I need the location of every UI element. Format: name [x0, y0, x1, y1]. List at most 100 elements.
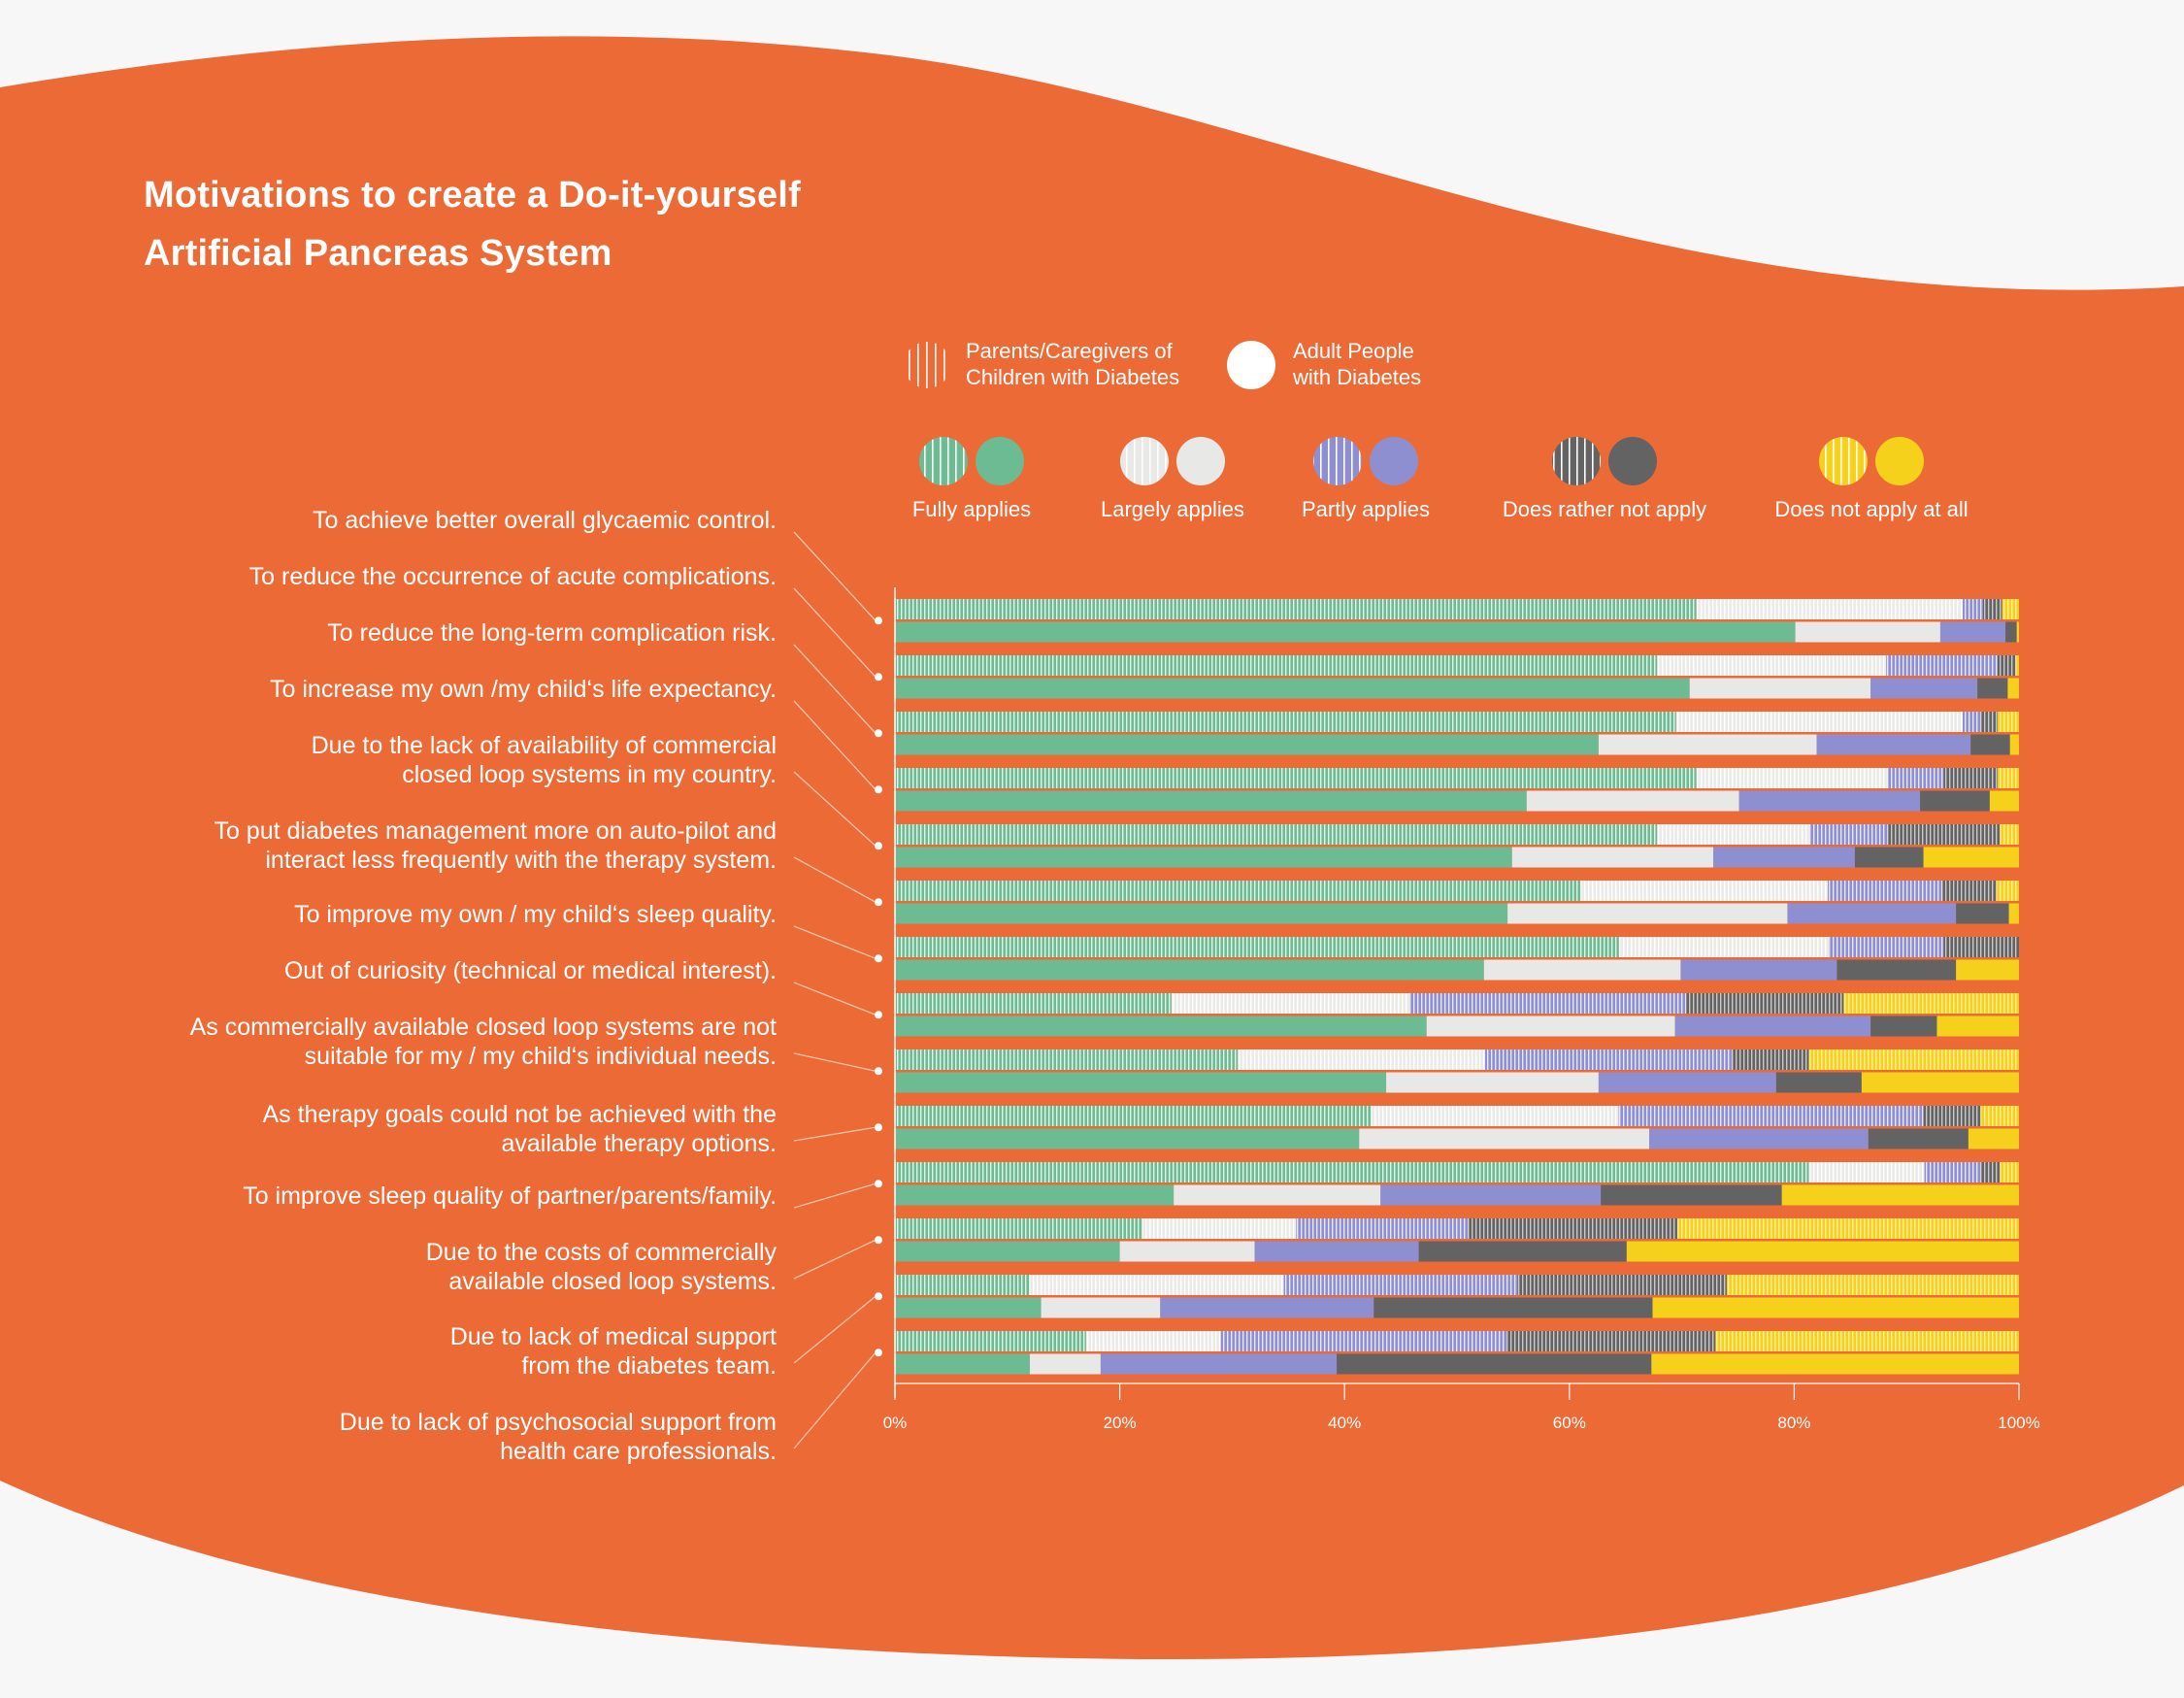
category-label-line: To put diabetes management more on auto-… — [214, 817, 777, 845]
legend-swatch-parents-largely-applies — [1120, 437, 1169, 485]
category-label: As commercially available closed loop sy… — [190, 1013, 777, 1071]
bar-segment-parents-does-rather-not-apply — [1980, 712, 1998, 732]
bar-segment-adults-fully-applies — [895, 734, 1599, 755]
bar-segment-parents-does-not-apply-at-all — [1998, 712, 2019, 732]
category-label: Out of curiosity (technical or medical i… — [284, 956, 777, 985]
legend-swatch-adults-fully-applies — [976, 437, 1024, 485]
bar-segment-adults-fully-applies — [895, 1297, 1042, 1318]
leader-dot — [875, 954, 882, 963]
legend-adults-swatch — [1227, 341, 1275, 389]
bar-segment-adults-fully-applies — [895, 790, 1527, 812]
legend-swatch-adults-does-rather-not-apply — [1608, 437, 1657, 485]
bar-segment-adults-does-not-apply-at-all — [1626, 1241, 2019, 1262]
bar-segment-adults-does-not-apply-at-all — [1923, 847, 2019, 868]
bar-segment-parents-does-not-apply-at-all — [2000, 1162, 2019, 1182]
category-label: Due to the costs of commercially availabl… — [426, 1238, 777, 1296]
bar-segment-parents-fully-applies — [895, 1162, 1809, 1182]
bar-segment-adults-does-not-apply-at-all — [2016, 621, 2019, 643]
bar-segment-adults-largely-applies — [1359, 1128, 1650, 1149]
category-label: To achieve better overall glycaemic cont… — [313, 506, 777, 535]
bar-segment-adults-partly-applies — [1713, 847, 1855, 868]
legend-swatch-parents-does-not-apply-at-all — [1819, 437, 1868, 485]
bar-segment-adults-does-rather-not-apply — [1373, 1297, 1653, 1318]
bar-segment-parents-does-rather-not-apply — [1686, 993, 1844, 1014]
bar-segment-parents-does-not-apply-at-all — [1996, 881, 2019, 901]
bar-segment-parents-does-rather-not-apply — [1942, 881, 1997, 901]
bar-segment-parents-does-rather-not-apply — [1468, 1218, 1677, 1239]
legend-adults-line-2: with Diabetes — [1293, 365, 1422, 389]
x-tick-label: 80% — [1777, 1414, 1811, 1432]
bar-segment-adults-partly-applies — [1816, 734, 1971, 755]
bar-segment-parents-largely-applies — [1085, 1331, 1221, 1351]
leader-line — [793, 771, 877, 847]
bar-segment-parents-fully-applies — [895, 881, 1581, 901]
category-label-line: health care professionals. — [500, 1438, 777, 1465]
bar-segment-parents-largely-applies — [1618, 937, 1830, 957]
category-label-line: Due to the costs of commercially — [425, 1239, 777, 1266]
category-label: As therapy goals could not be achieved w… — [262, 1100, 777, 1158]
bar-segment-adults-does-rather-not-apply — [1775, 1072, 1862, 1093]
bar-segment-adults-partly-applies — [1649, 1128, 1869, 1149]
bar-segment-parents-partly-applies — [1484, 1049, 1733, 1070]
bar-segment-adults-does-rather-not-apply — [1868, 1128, 1969, 1149]
bar-segment-adults-fully-applies — [895, 959, 1484, 981]
x-tick-label: 60% — [1552, 1414, 1586, 1432]
leader-dot — [875, 842, 882, 850]
leader-line — [793, 925, 877, 959]
bar-segment-parents-fully-applies — [895, 824, 1658, 845]
bar-segment-parents-does-not-apply-at-all — [1808, 1049, 2019, 1070]
bar-segment-adults-fully-applies — [895, 678, 1690, 699]
leader-line — [793, 531, 877, 621]
category-label-line: To reduce the long-term complication ris… — [327, 619, 777, 647]
bar-segment-parents-partly-applies — [1828, 881, 1943, 901]
category-label-line: To achieve better overall glycaemic cont… — [312, 507, 777, 534]
legend-parents-swatch — [904, 342, 950, 388]
leader-line — [793, 587, 877, 678]
bar-segment-parents-partly-applies — [1283, 1275, 1518, 1295]
bar-segment-adults-partly-applies — [1870, 678, 1978, 699]
bar-segment-adults-does-rather-not-apply — [1920, 790, 1990, 812]
legend-parents-line-1: Parents/Caregivers of — [966, 339, 1173, 363]
bar-segment-parents-does-not-apply-at-all — [1715, 1331, 2019, 1351]
bar-segment-adults-partly-applies — [1254, 1241, 1419, 1262]
bar-segment-parents-partly-applies — [1809, 824, 1888, 845]
legend-swatch-parents-partly-applies — [1313, 437, 1362, 485]
x-axis — [894, 587, 2020, 1400]
leader-line — [793, 1182, 877, 1209]
bar-segment-adults-largely-applies — [1526, 790, 1739, 812]
leader-lines — [793, 531, 882, 1449]
category-label: To improve my own / my child‘s sleep qua… — [294, 900, 777, 929]
bar-segment-parents-does-not-apply-at-all — [1676, 1218, 2019, 1239]
bar-segment-parents-largely-applies — [1657, 655, 1887, 676]
category-label-line: interact less frequently with the therap… — [265, 847, 777, 874]
chart-title-line-2: Artificial Pancreas System — [144, 233, 612, 274]
chart-title-line-1: Motivations to create a Do-it-yourself — [144, 175, 801, 216]
leader-line — [793, 1052, 877, 1072]
bar-segment-adults-largely-applies — [1041, 1297, 1161, 1318]
category-label: To reduce the long-term complication ris… — [327, 618, 777, 648]
bar-segment-adults-does-not-apply-at-all — [1956, 959, 2019, 981]
leader-dot — [875, 673, 882, 682]
bar-segment-adults-does-not-apply-at-all — [1989, 790, 2019, 812]
bar-segment-adults-largely-applies — [1119, 1241, 1255, 1262]
leader-dot — [875, 1348, 882, 1357]
bar-segment-parents-fully-applies — [895, 599, 1697, 619]
category-label-line: closed loop systems in my country. — [402, 761, 777, 788]
bar-segment-adults-does-rather-not-apply — [1601, 1184, 1782, 1206]
bar-segment-adults-largely-applies — [1386, 1072, 1599, 1093]
legend-swatch-adults-does-not-apply-at-all — [1875, 437, 1924, 485]
category-label-line: To increase my own /my child‘s life expe… — [270, 676, 777, 703]
legend-swatch-adults-partly-applies — [1370, 437, 1418, 485]
leader-line — [793, 856, 877, 903]
bar-segment-parents-largely-applies — [1696, 599, 1964, 619]
category-label-line: Due to lack of medical support — [449, 1323, 777, 1350]
bar-segment-parents-largely-applies — [1580, 881, 1829, 901]
bar-segment-adults-largely-applies — [1598, 734, 1817, 755]
bar-segment-adults-does-not-apply-at-all — [1652, 1297, 2019, 1318]
bar-segment-adults-does-not-apply-at-all — [1936, 1015, 2019, 1037]
leader-line — [793, 1295, 877, 1364]
bar-segment-parents-fully-applies — [895, 655, 1658, 676]
bar-segment-adults-largely-applies — [1426, 1015, 1675, 1037]
